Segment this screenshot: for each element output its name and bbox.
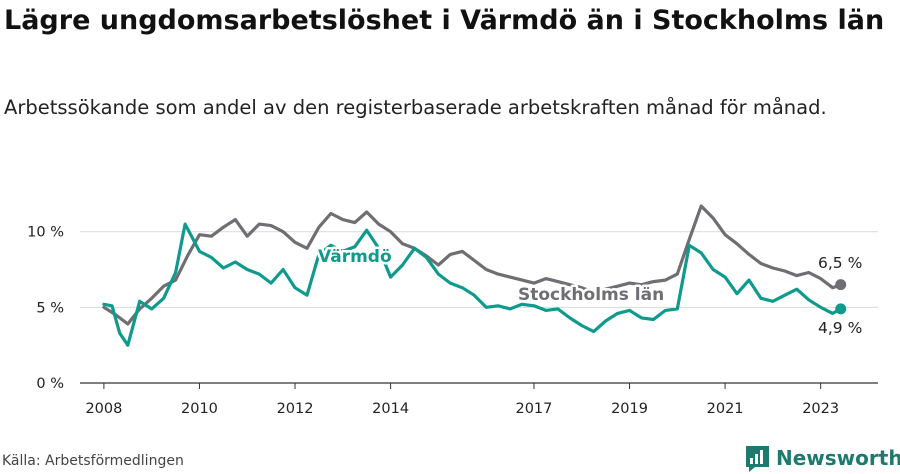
- x-tick-label: 2008: [85, 401, 122, 417]
- series-label-stockholm: Stockholms län: [518, 285, 664, 305]
- brand-name: Newsworthy: [776, 446, 900, 470]
- series-label-varmdo: Värmdö: [318, 247, 392, 267]
- y-tick-label: 10 %: [27, 225, 64, 241]
- end-point-varmdo: [835, 303, 847, 315]
- x-tick-label: 2010: [181, 401, 218, 417]
- newsworthy-logo-icon: [746, 445, 769, 472]
- source-note: Källa: Arbetsförmedlingen: [2, 453, 184, 469]
- x-tick-label: 2014: [372, 401, 409, 417]
- chart-title: Lägre ungdomsarbetslöshet i Värmdö än i …: [4, 5, 885, 36]
- end-point-stockholm: [835, 279, 847, 291]
- x-tick-label: 2012: [277, 401, 314, 417]
- x-tick-label: 2019: [611, 401, 648, 417]
- series-line-stockholm: [102, 204, 843, 326]
- series-line-varmdo: [102, 222, 843, 347]
- line-chart: 0 % 5 % 10 % 2008 2010 2012 2014 2017 2019 2021 20…: [27, 204, 878, 417]
- y-tick-label: 0 %: [36, 376, 64, 392]
- end-label-stockholm: 6,5 %: [818, 254, 862, 272]
- x-tick-label: 2023: [802, 401, 839, 417]
- x-tick-label: 2017: [515, 401, 552, 417]
- x-tick-label: 2021: [707, 401, 744, 417]
- chart-subtitle: Arbetssökande som andel av den registerb…: [4, 96, 827, 119]
- end-label-varmdo: 4,9 %: [818, 319, 862, 337]
- y-tick-label: 5 %: [36, 300, 64, 316]
- brand[interactable]: Newsworthy: [745, 443, 900, 473]
